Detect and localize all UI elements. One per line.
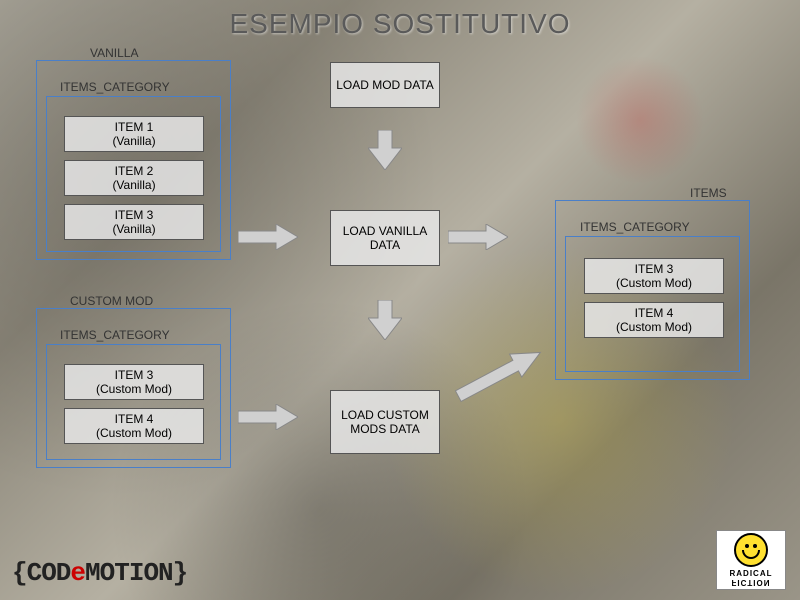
item-name: ITEM 1 (115, 120, 154, 134)
item-name: ITEM 4 (115, 412, 154, 426)
item-sub: (Custom Mod) (616, 276, 692, 290)
item-name: ITEM 3 (115, 368, 154, 382)
arrow-down-icon (368, 300, 402, 340)
smiley-icon (734, 533, 768, 567)
flow-label: LOAD MOD DATA (336, 78, 434, 92)
radical-fiction-logo: RADICAL FICTION (716, 530, 786, 590)
logo-text-top: RADICAL (730, 569, 773, 578)
arrow-right-icon (238, 404, 298, 430)
vanilla-category-label: ITEMS_CATEGORY (60, 80, 170, 94)
arrow-down-icon (368, 130, 402, 170)
result-category-label: ITEMS_CATEGORY (580, 220, 690, 234)
arrow-diagonal-icon (448, 340, 548, 410)
logo-suffix: MOTION} (85, 558, 187, 588)
custom-label: CUSTOM MOD (70, 294, 153, 308)
item-sub: (Vanilla) (112, 178, 155, 192)
vanilla-item-3: ITEM 3 (Vanilla) (64, 204, 204, 240)
result-item-1: ITEM 3 (Custom Mod) (584, 258, 724, 294)
flow-label: LOAD CUSTOM MODS DATA (335, 408, 435, 437)
flow-step-2: LOAD VANILLA DATA (330, 210, 440, 266)
vanilla-item-1: ITEM 1 (Vanilla) (64, 116, 204, 152)
page-title: ESEMPIO SOSTITUTIVO (0, 8, 800, 40)
item-name: ITEM 3 (635, 262, 674, 276)
arrow-right-icon (238, 224, 298, 250)
arrow-right-icon (448, 224, 508, 250)
item-sub: (Custom Mod) (96, 382, 172, 396)
item-name: ITEM 4 (635, 306, 674, 320)
flow-step-1: LOAD MOD DATA (330, 62, 440, 108)
custom-item-1: ITEM 3 (Custom Mod) (64, 364, 204, 400)
logo-text-bottom: FICTION (732, 578, 771, 587)
item-sub: (Vanilla) (112, 222, 155, 236)
item-name: ITEM 3 (115, 208, 154, 222)
flow-label: LOAD VANILLA DATA (335, 224, 435, 253)
item-name: ITEM 2 (115, 164, 154, 178)
logo-mid: e (70, 558, 85, 588)
item-sub: (Vanilla) (112, 134, 155, 148)
logo-prefix: {COD (12, 558, 70, 588)
item-sub: (Custom Mod) (96, 426, 172, 440)
item-sub: (Custom Mod) (616, 320, 692, 334)
result-label: ITEMS (690, 186, 727, 200)
custom-item-2: ITEM 4 (Custom Mod) (64, 408, 204, 444)
flow-step-3: LOAD CUSTOM MODS DATA (330, 390, 440, 454)
result-item-2: ITEM 4 (Custom Mod) (584, 302, 724, 338)
codemotion-logo: {CODeMOTION} (12, 558, 187, 588)
custom-category-label: ITEMS_CATEGORY (60, 328, 170, 342)
vanilla-item-2: ITEM 2 (Vanilla) (64, 160, 204, 196)
vanilla-label: VANILLA (90, 46, 138, 60)
